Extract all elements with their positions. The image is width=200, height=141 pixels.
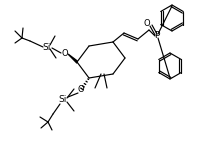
Text: Si: Si [43,42,51,51]
Text: O: O [143,19,150,28]
Polygon shape [68,54,77,63]
Text: O: O [77,85,84,94]
Text: O: O [61,49,68,59]
Text: Si: Si [59,95,67,104]
Text: P: P [154,31,159,40]
